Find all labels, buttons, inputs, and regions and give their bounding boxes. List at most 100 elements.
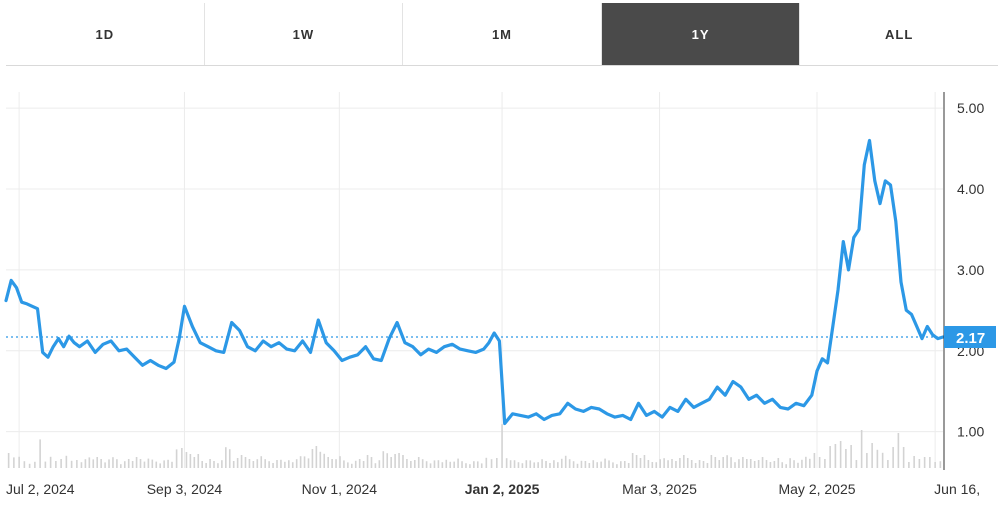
volume-bar: [100, 459, 102, 468]
volume-bar: [167, 459, 169, 468]
current-value-label: 2.17: [956, 330, 985, 347]
volume-bar: [580, 460, 583, 468]
volume-bar: [789, 458, 791, 468]
volume-bar: [350, 463, 353, 468]
volume-bar: [155, 461, 158, 468]
volume-bar: [777, 458, 780, 468]
range-tabs: 1D 1W 1M 1Y ALL: [6, 3, 998, 66]
volume-bar: [596, 462, 599, 468]
volume-bar: [343, 460, 345, 468]
volume-bar: [88, 457, 91, 468]
volume-bar: [123, 461, 126, 468]
volume-bar: [686, 458, 689, 468]
volume-bar: [860, 430, 863, 468]
volume-bar: [866, 453, 868, 468]
volume-bar: [604, 458, 606, 468]
volume-bar: [918, 459, 921, 468]
volume-bar: [295, 459, 298, 468]
volume-bar: [521, 463, 524, 468]
volume-bar: [722, 457, 724, 468]
volume-bar: [236, 458, 239, 468]
volume-bar: [335, 459, 337, 468]
y-tick-label: 5.00: [957, 100, 984, 116]
tab-1d[interactable]: 1D: [6, 3, 205, 65]
x-tick-label: Jan 2, 2025: [465, 481, 540, 497]
volume-bar: [135, 457, 138, 468]
volume-bar: [738, 459, 740, 468]
tab-1w[interactable]: 1W: [205, 3, 404, 65]
volume-bar: [18, 456, 20, 468]
volume-bar: [307, 458, 310, 468]
volume-bar: [358, 459, 361, 468]
x-tick-label: Jun 16,: [934, 481, 980, 497]
volume-bar: [217, 463, 219, 468]
volume-bar: [159, 463, 161, 468]
volume-bar: [60, 459, 62, 468]
volume-bar: [592, 460, 595, 468]
volume-bar: [193, 457, 196, 468]
volume-bar: [757, 460, 760, 468]
volume-bar: [402, 455, 404, 468]
volume-bar: [647, 460, 650, 468]
volume-bar: [311, 449, 314, 468]
volume-bar: [181, 448, 183, 468]
y-tick-label: 4.00: [957, 181, 984, 197]
volume-bar: [623, 461, 626, 468]
volume-bar: [339, 456, 341, 468]
chart-grid: [6, 92, 943, 468]
volume-bar: [425, 461, 428, 468]
volume-bar: [939, 461, 942, 468]
x-tick-label: Sep 3, 2024: [147, 481, 223, 497]
volume-bar: [39, 439, 41, 468]
volume-bar: [197, 454, 200, 468]
volume-bar: [299, 456, 302, 468]
volume-bar: [465, 463, 467, 468]
volume-bar: [171, 461, 173, 468]
volume-bar: [513, 460, 516, 468]
volume-bar: [92, 459, 95, 468]
volume-bar: [829, 446, 831, 468]
volume-bar: [746, 459, 748, 468]
volume-bar: [116, 459, 118, 468]
volume-bar: [323, 453, 326, 468]
volume-bar: [572, 461, 575, 468]
volume-bar: [876, 449, 879, 468]
volume-bar: [742, 457, 744, 468]
volume-bar: [797, 462, 799, 468]
y-tick-label: 3.00: [957, 262, 984, 278]
volume-bar: [410, 461, 412, 468]
volume-bar: [576, 463, 579, 468]
volume-bar: [276, 460, 278, 468]
volume-bar: [537, 462, 539, 468]
volume-bar: [934, 462, 936, 468]
volume-bar: [205, 463, 207, 468]
volume-bar: [147, 458, 150, 468]
volume-bar: [108, 459, 110, 468]
volume-bar: [44, 461, 47, 468]
volume-bar: [374, 463, 377, 468]
volume-bar: [923, 457, 926, 468]
tab-all[interactable]: ALL: [885, 26, 914, 42]
volume-bar: [96, 457, 99, 468]
tab-1m[interactable]: 1M: [403, 3, 602, 65]
volume-bar: [366, 455, 369, 468]
volume-bar: [714, 457, 717, 468]
volume-bar: [449, 461, 452, 468]
tab-1y[interactable]: 1Y: [601, 3, 801, 65]
volume-bar: [753, 461, 756, 468]
volume-bar: [151, 459, 154, 468]
volume-bar: [517, 462, 520, 468]
volume-bar: [112, 457, 114, 468]
volume-bar: [505, 458, 508, 468]
volume-bar: [248, 459, 251, 468]
volume-bar: [612, 462, 614, 468]
volume-bar: [80, 462, 83, 468]
volume-bar: [76, 460, 78, 468]
volume-bars: [7, 424, 942, 468]
volume-bar: [643, 455, 646, 468]
volume-bar: [785, 464, 787, 468]
volume-bar: [813, 453, 816, 468]
volume-bar: [370, 457, 373, 468]
volume-bar: [394, 454, 396, 468]
volume-bar: [824, 459, 826, 468]
